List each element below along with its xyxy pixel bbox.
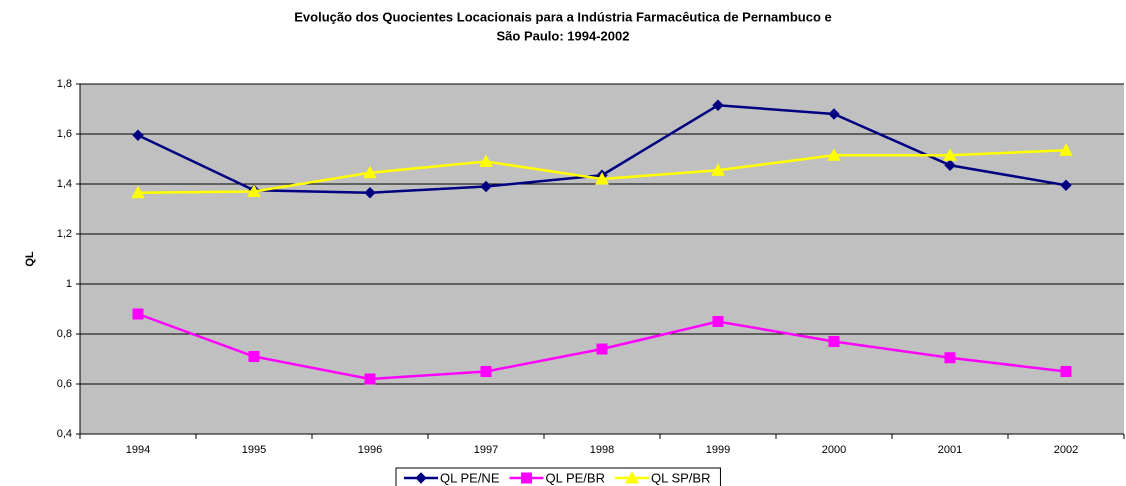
marker [480,180,492,193]
marker [827,148,841,161]
x-tick-label: 1998 [590,444,614,456]
marker [828,108,840,120]
y-tick-label: 1,4 [57,178,72,190]
y-tick-label: 0,4 [57,428,72,440]
plot-area [80,84,1124,434]
marker [364,373,376,385]
marker [595,171,609,185]
marker [944,352,956,364]
legend: QL PE/NE QL PE/BR QL SP/BR [395,467,721,486]
chart-title: São Paulo: 1994-2002 [497,28,630,43]
legend-label: QL PE/NE [440,470,500,485]
marker [712,99,724,111]
marker [711,163,725,176]
legend-label: QL PE/BR [545,470,604,485]
marker [132,308,144,320]
x-tick-label: 1995 [242,444,266,456]
marker [364,187,376,199]
x-tick-label: 2000 [822,444,846,456]
marker [596,343,608,355]
y-tick-label: 0,6 [57,378,72,390]
marker [712,316,724,327]
legend-box [395,467,721,486]
x-tick-label: 1994 [126,444,150,456]
x-tick-label: 1997 [474,444,498,456]
y-axis-label: QL [24,251,36,267]
y-tick-label: 0,8 [57,328,72,340]
y-tick-label: 1 [66,278,72,290]
marker [828,336,840,347]
marker [363,165,377,179]
marker [1060,179,1072,191]
marker [480,366,492,377]
marker [520,472,532,484]
y-tick-label: 1,8 [57,78,72,90]
marker [131,185,145,199]
x-tick-label: 2002 [1054,444,1078,456]
y-tick-label: 1,6 [57,128,72,140]
chart-title: Evolução dos Quocientes Locacionais para… [294,9,832,24]
legend-label: QL SP/BR [651,470,710,485]
marker [248,351,260,362]
marker [132,129,144,141]
marker [625,470,639,484]
marker [247,184,261,197]
marker [1060,366,1072,377]
y-tick-label: 1,2 [57,228,72,240]
marker [1059,143,1073,156]
marker [943,148,957,161]
marker [479,154,493,167]
x-tick-label: 2001 [938,444,962,456]
marker [944,159,956,171]
x-tick-label: 1999 [706,444,730,456]
marker [415,472,427,484]
x-tick-label: 1996 [358,444,382,456]
